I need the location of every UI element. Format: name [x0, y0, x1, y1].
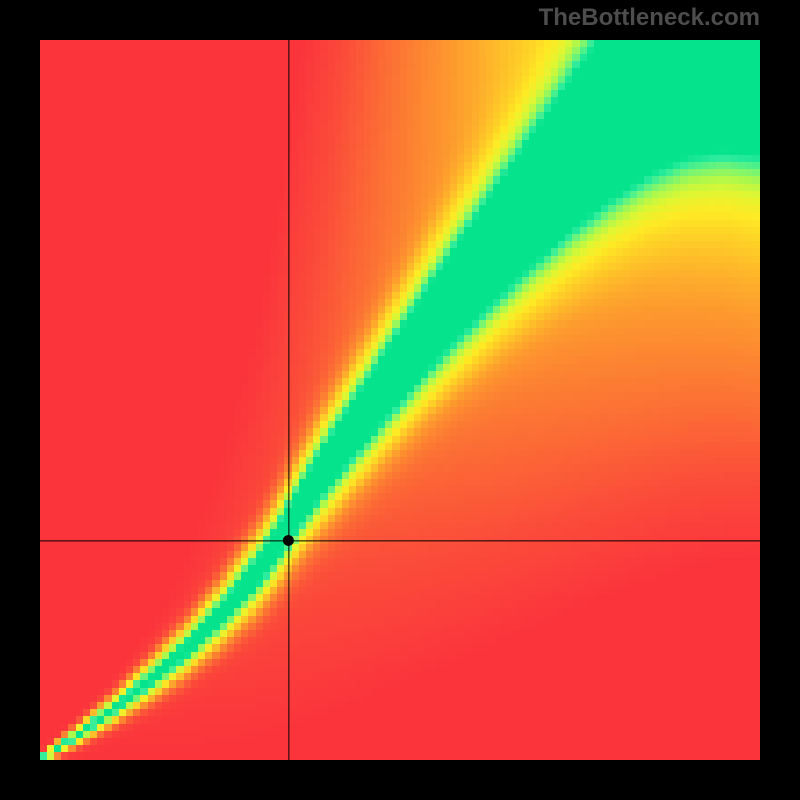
watermark-text: TheBottleneck.com	[539, 4, 760, 32]
bottleneck-heatmap	[40, 40, 760, 760]
